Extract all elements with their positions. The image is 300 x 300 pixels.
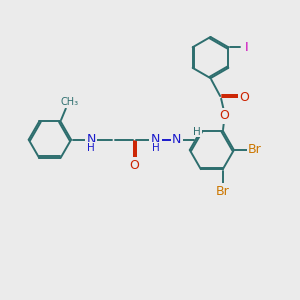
Text: O: O — [130, 158, 139, 172]
Text: H: H — [152, 143, 160, 153]
Text: H: H — [193, 127, 201, 137]
Text: CH₃: CH₃ — [61, 97, 79, 107]
Text: Br: Br — [216, 185, 230, 198]
Text: O: O — [219, 109, 229, 122]
Text: N: N — [151, 133, 160, 146]
Text: N: N — [86, 133, 96, 146]
Text: I: I — [245, 41, 248, 54]
Text: Br: Br — [248, 143, 262, 157]
Text: O: O — [239, 91, 249, 104]
Text: N: N — [172, 133, 182, 146]
Text: H: H — [87, 143, 95, 153]
